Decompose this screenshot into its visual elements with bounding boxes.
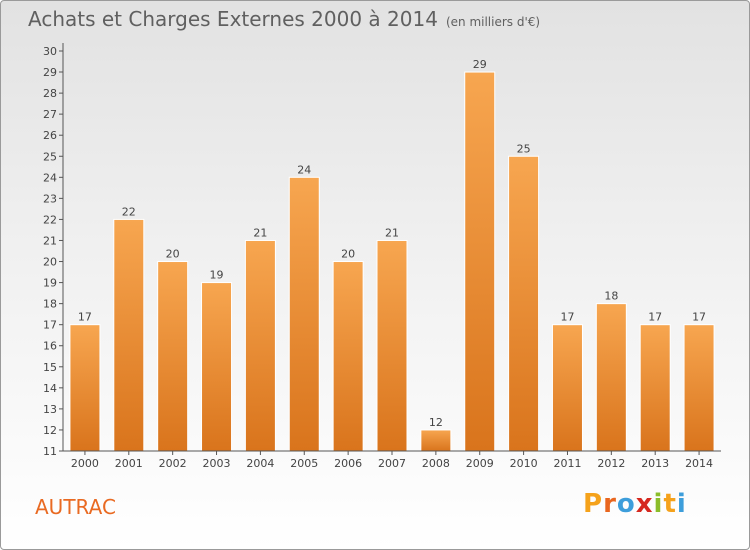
x-tick-label: 2006: [334, 457, 362, 470]
x-tick-label: 2005: [290, 457, 318, 470]
logo-letter: r: [603, 489, 617, 519]
y-tick-label: 22: [43, 213, 57, 226]
bar-value-label: 17: [692, 311, 706, 324]
bar-value-label: 17: [560, 311, 574, 324]
bar-value-label: 21: [253, 226, 267, 239]
y-tick-label: 19: [43, 277, 57, 290]
bar: [464, 71, 496, 452]
x-tick-label: 2011: [553, 457, 581, 470]
bar-value-label: 12: [429, 416, 443, 429]
x-tick-label: 2002: [159, 457, 187, 470]
x-tick-label: 2013: [641, 457, 669, 470]
bar: [551, 324, 583, 452]
y-tick-label: 29: [43, 66, 57, 79]
y-tick-label: 15: [43, 361, 57, 374]
y-tick-label: 12: [43, 424, 57, 437]
bar: [157, 261, 189, 452]
bar: [288, 176, 320, 452]
chart-subtitle: (en milliers d'€): [445, 15, 541, 29]
x-tick-label: 2000: [71, 457, 99, 470]
y-tick-label: 17: [43, 319, 57, 332]
logo-letter: P: [583, 489, 604, 519]
x-tick-label: 2009: [466, 457, 494, 470]
chart-title-text: Achats et Charges Externes 2000 à 2014: [28, 7, 438, 31]
logo-letter: t: [663, 489, 677, 519]
logo-letter: x: [635, 489, 654, 519]
bar-value-label: 21: [385, 226, 399, 239]
bar: [508, 155, 540, 452]
bar-value-label: 18: [604, 290, 618, 303]
bars: 17 22 20 19 21 24 20 21 12 29 25 17 18 17 17: [69, 58, 715, 452]
x-tick-label: 2007: [378, 457, 406, 470]
x-tick-label: 2014: [685, 457, 713, 470]
y-tick-label: 30: [43, 45, 57, 58]
y-tick-label: 26: [43, 129, 57, 142]
logo-letter: i: [676, 489, 687, 519]
bar-value-label: 24: [297, 163, 311, 176]
bar-value-label: 25: [517, 142, 531, 155]
y-tick-label: 16: [43, 340, 57, 353]
y-tick-label: 25: [43, 150, 57, 163]
bar-value-label: 20: [166, 248, 180, 261]
bar-value-label: 19: [210, 269, 224, 282]
y-tick-label: 11: [43, 445, 57, 458]
bar: [683, 324, 715, 452]
y-tick-label: 20: [43, 256, 57, 269]
bar: [639, 324, 671, 452]
bar: [595, 303, 627, 452]
x-axis: 2000 2001 2002 2003 2004 2005 2006 2007 2008 2009…: [63, 450, 721, 470]
bar: [244, 239, 276, 452]
y-tick-label: 13: [43, 403, 57, 416]
logo-letter: i: [653, 489, 664, 519]
y-tick-label: 24: [43, 171, 57, 184]
bar-value-label: 22: [122, 205, 136, 218]
bar: [69, 324, 101, 452]
y-axis: 11 12 13 14 15 16 17 18 19 20 21 22 23 24 25 26 27 28 29 30: [43, 43, 64, 458]
y-tick-label: 14: [43, 382, 57, 395]
x-tick-label: 2008: [422, 457, 450, 470]
x-tick-label: 2004: [246, 457, 274, 470]
commune-name: AUTRAC: [35, 495, 116, 519]
bar: [113, 218, 145, 452]
x-tick-label: 2003: [203, 457, 231, 470]
bar-value-label: 20: [341, 248, 355, 261]
y-tick-label: 23: [43, 192, 57, 205]
x-tick-label: 2001: [115, 457, 143, 470]
x-tick-label: 2012: [597, 457, 625, 470]
x-tick-label: 2010: [510, 457, 538, 470]
proxiti-logo: Proxiti: [583, 489, 687, 519]
y-tick-label: 21: [43, 234, 57, 247]
chart-title: Achats et Charges Externes 2000 à 2014 (e…: [28, 7, 540, 31]
bar-value-label: 29: [473, 58, 487, 71]
y-tick-label: 28: [43, 87, 57, 100]
bar-value-label: 17: [78, 311, 92, 324]
bar: [376, 239, 408, 452]
bar: [420, 429, 452, 452]
bar-value-label: 17: [648, 311, 662, 324]
y-tick-label: 18: [43, 298, 57, 311]
logo-letter: o: [616, 489, 636, 519]
bar: [332, 261, 364, 452]
y-tick-label: 27: [43, 108, 57, 121]
bar: [201, 282, 233, 452]
